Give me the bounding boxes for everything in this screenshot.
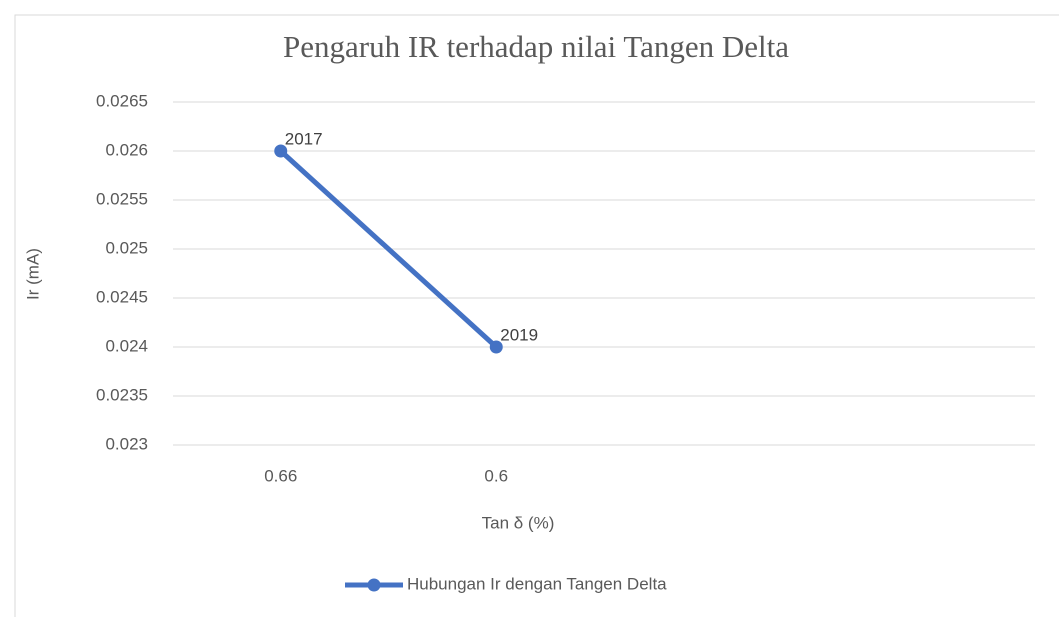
y-tick-label: 0.0235 [96, 385, 148, 404]
y-tick-label: 0.023 [105, 434, 148, 453]
x-axis-label: Tan δ (%) [482, 513, 555, 532]
x-tick-label: 0.6 [484, 466, 508, 485]
y-axis-label: Ir (mA) [23, 248, 42, 300]
point-marker [274, 144, 288, 158]
legend-label: Hubungan Ir dengan Tangen Delta [407, 574, 667, 593]
y-tick-label: 0.0265 [96, 91, 148, 110]
point-label: 2017 [285, 129, 323, 148]
y-tick-label: 0.026 [105, 140, 148, 159]
legend-marker [367, 578, 381, 592]
point-label: 2019 [500, 325, 538, 344]
point-marker [489, 340, 503, 354]
x-tick-label: 0.66 [264, 466, 297, 485]
chart-title: Pengaruh IR terhadap nilai Tangen Delta [283, 29, 789, 64]
y-tick-label: 0.0245 [96, 287, 148, 306]
y-tick-label: 0.024 [105, 336, 148, 355]
y-tick-label: 0.0255 [96, 189, 148, 208]
series-line [278, 148, 499, 350]
chart-border [14, 14, 1059, 617]
y-tick-label: 0.025 [105, 238, 148, 257]
